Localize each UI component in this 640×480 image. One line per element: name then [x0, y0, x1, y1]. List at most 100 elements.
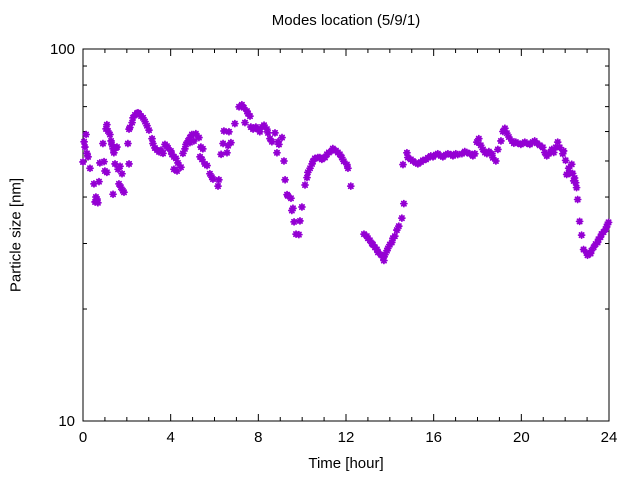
data-point	[81, 143, 89, 151]
plot-frame	[82, 48, 610, 422]
data-point	[317, 155, 326, 164]
data-point	[104, 127, 112, 135]
data-point	[182, 140, 190, 149]
data-point	[227, 138, 235, 147]
data-point	[225, 127, 233, 136]
data-point	[128, 118, 136, 127]
data-point	[306, 164, 314, 173]
data-point	[344, 164, 352, 173]
data-point	[403, 148, 411, 157]
data-point	[166, 147, 175, 155]
data-point	[564, 164, 573, 173]
data-point	[547, 145, 556, 154]
data-point	[223, 148, 231, 157]
data-point	[474, 134, 483, 143]
data-point	[562, 170, 571, 179]
data-point	[513, 139, 522, 148]
data-point	[110, 148, 118, 157]
data-point	[493, 145, 502, 154]
data-point	[278, 133, 286, 142]
data-point	[239, 103, 248, 112]
data-point	[99, 139, 107, 148]
data-point	[335, 150, 344, 159]
data-point	[559, 147, 568, 155]
data-point	[93, 195, 101, 203]
x-tick-label: 12	[338, 429, 355, 446]
x-tick-label: 8	[254, 429, 262, 446]
data-point	[328, 144, 337, 153]
data-point	[126, 123, 134, 132]
data-point	[111, 160, 119, 168]
data-point	[246, 112, 254, 121]
data-point	[255, 127, 264, 136]
data-point	[497, 137, 505, 145]
x-tick-label: 0	[79, 429, 87, 446]
data-point	[298, 203, 306, 211]
data-point	[413, 160, 422, 168]
data-point	[573, 195, 582, 204]
data-point	[117, 183, 125, 192]
data-point	[271, 128, 279, 137]
data-point	[157, 146, 165, 154]
data-point	[86, 164, 94, 173]
y-axis-label-text: Particle size [nm]	[7, 177, 25, 293]
data-point	[82, 130, 90, 139]
data-point	[266, 134, 274, 143]
data-point	[438, 152, 447, 161]
data-point	[230, 119, 239, 128]
data-point	[499, 127, 507, 136]
data-point	[262, 125, 271, 134]
data-point	[484, 147, 493, 156]
data-point	[198, 144, 207, 153]
data-point	[100, 157, 108, 166]
data-point	[337, 153, 346, 162]
data-point	[106, 130, 114, 139]
data-point	[346, 182, 355, 191]
data-point	[108, 140, 116, 149]
data-point	[125, 160, 133, 168]
data-point	[419, 156, 427, 165]
data-point	[90, 179, 98, 188]
tick-labels: 0 4 8 12 16 20 24 10 100	[50, 41, 617, 446]
data-point	[237, 100, 246, 109]
data-point	[380, 256, 388, 265]
data-point	[342, 160, 351, 169]
data-point	[284, 191, 292, 200]
data-point	[321, 153, 329, 162]
data-point	[173, 159, 182, 167]
data-point	[287, 194, 295, 203]
data-point	[502, 129, 511, 138]
data-point	[224, 141, 232, 150]
data-point	[214, 175, 223, 184]
data-point	[116, 162, 124, 171]
data-point	[195, 133, 203, 142]
data-point	[205, 169, 214, 178]
data-point	[465, 149, 474, 158]
data-point	[365, 236, 374, 245]
data-point	[567, 160, 576, 169]
data-point	[214, 182, 222, 191]
data-point	[549, 148, 558, 157]
data-point	[544, 149, 553, 158]
data-point	[198, 155, 206, 164]
y-tick-label: 10	[58, 413, 75, 430]
data-point	[275, 140, 283, 149]
data-point	[186, 133, 194, 142]
data-point	[570, 174, 579, 182]
data-point	[488, 153, 497, 162]
data-point	[118, 169, 126, 178]
data-point	[383, 244, 392, 253]
data-point	[572, 183, 581, 192]
data-points	[79, 100, 613, 265]
data-point	[462, 148, 471, 157]
data-point	[94, 198, 102, 207]
data-point	[577, 231, 586, 240]
data-point	[203, 161, 211, 170]
data-point	[188, 130, 196, 139]
data-point	[604, 218, 613, 227]
data-point	[181, 144, 189, 153]
data-point	[164, 144, 172, 152]
data-point	[479, 145, 487, 154]
data-point	[120, 188, 128, 197]
